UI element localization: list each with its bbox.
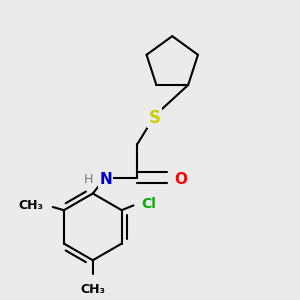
Text: CH₃: CH₃: [80, 283, 105, 296]
Text: S: S: [149, 109, 161, 127]
Text: N: N: [99, 172, 112, 187]
Text: H: H: [84, 172, 93, 186]
Text: O: O: [175, 172, 188, 187]
Text: Cl: Cl: [141, 197, 156, 211]
Text: CH₃: CH₃: [18, 200, 43, 212]
